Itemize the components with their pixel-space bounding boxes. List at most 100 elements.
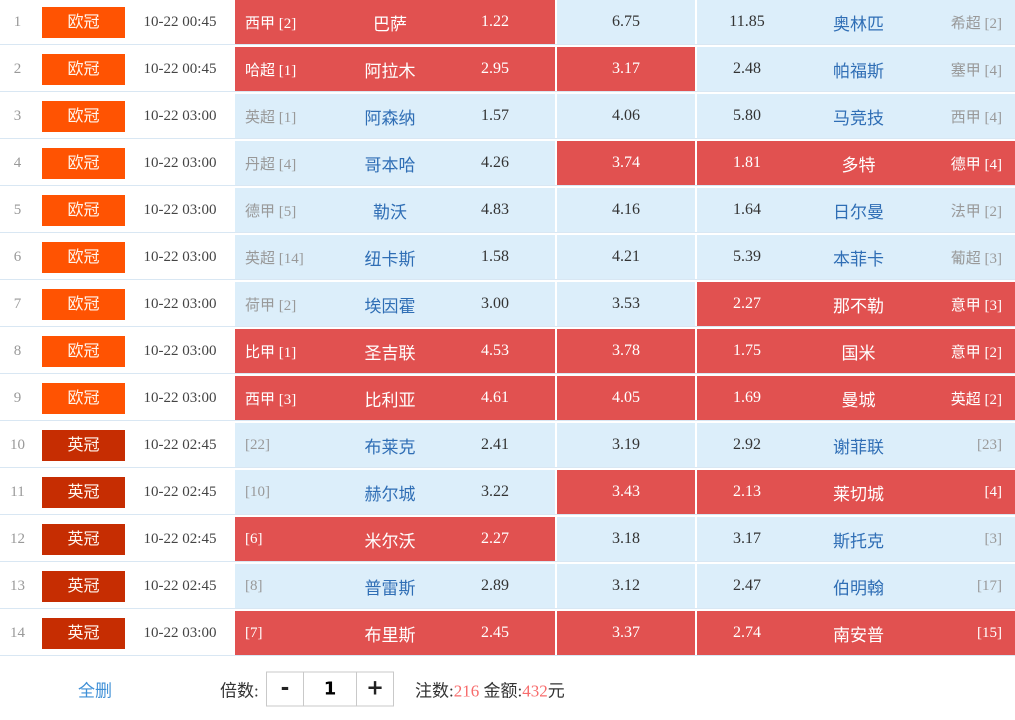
league-badge: 欧冠 [42, 241, 125, 273]
away-win-odds: 1.64 [733, 201, 761, 218]
league-badge: 欧冠 [42, 288, 125, 320]
away-bet-cell[interactable]: 2.27 那不勒 意甲 [3] [697, 282, 1015, 326]
home-bet-cell[interactable]: 荷甲 [2] 埃因霍 3.00 [235, 282, 555, 326]
draw-bet-cell[interactable]: 3.12 [557, 564, 695, 608]
home-bet-cell[interactable]: [8] 普雷斯 2.89 [235, 564, 555, 608]
away-team-name: 伯明翰 [833, 578, 884, 598]
match-row: 14 英冠 10-22 03:00 [7] 布里斯 2.45 3.37 2.74… [0, 611, 1015, 656]
draw-bet-cell[interactable]: 3.53 [557, 282, 695, 326]
match-time: 10-22 03:00 [143, 248, 217, 265]
amount-value: 432 [522, 681, 548, 700]
home-league-rank: 西甲 [3] [245, 391, 297, 408]
row-number: 9 [13, 389, 22, 406]
away-league-rank: 西甲 [4] [950, 109, 1002, 126]
match-row: 13 英冠 10-22 02:45 [8] 普雷斯 2.89 3.12 2.47… [0, 564, 1015, 609]
match-row: 6 欧冠 10-22 03:00 英超 [14] 纽卡斯 1.58 4.21 5… [0, 235, 1015, 280]
home-team-name: 勒沃 [373, 202, 407, 222]
home-bet-cell[interactable]: 英超 [14] 纽卡斯 1.58 [235, 235, 555, 279]
home-team-name: 布里斯 [364, 625, 416, 645]
draw-bet-cell[interactable]: 4.05 [557, 376, 695, 420]
away-bet-cell[interactable]: 1.81 多特 德甲 [4] [697, 141, 1015, 185]
home-league-rank: [8] [245, 577, 263, 594]
match-time: 10-22 03:00 [143, 201, 217, 218]
away-team-name: 莱切城 [833, 484, 884, 504]
draw-bet-cell[interactable]: 3.19 [557, 423, 695, 467]
draw-bet-cell[interactable]: 4.16 [557, 188, 695, 232]
draw-bet-cell[interactable]: 3.43 [557, 470, 695, 514]
home-bet-cell[interactable]: [7] 布里斯 2.45 [235, 611, 555, 655]
draw-odds: 3.53 [612, 295, 640, 312]
home-league-rank: 比甲 [1] [245, 344, 297, 361]
away-bet-cell[interactable]: 1.64 日尔曼 法甲 [2] [697, 188, 1015, 232]
home-team-name: 圣吉联 [364, 343, 416, 363]
home-win-odds: 4.53 [481, 342, 509, 359]
row-number: 11 [10, 483, 25, 500]
away-bet-cell[interactable]: 2.48 帕福斯 塞甲 [4] [697, 47, 1015, 91]
match-row: 5 欧冠 10-22 03:00 德甲 [5] 勒沃 4.83 4.16 1.6… [0, 188, 1015, 233]
home-team-name: 巴萨 [373, 14, 407, 34]
draw-bet-cell[interactable]: 3.18 [557, 517, 695, 561]
match-row: 11 英冠 10-22 02:45 [10] 赫尔城 3.22 3.43 2.1… [0, 470, 1015, 515]
away-bet-cell[interactable]: 11.85 奥林匹 希超 [2] [697, 0, 1015, 44]
draw-bet-cell[interactable]: 3.78 [557, 329, 695, 373]
home-team-name: 阿森纳 [364, 108, 416, 128]
home-win-odds: 4.61 [481, 389, 509, 406]
home-bet-cell[interactable]: 丹超 [4] 哥本哈 4.26 [235, 141, 555, 185]
multiplier-label: 倍数: [220, 681, 259, 700]
draw-bet-cell[interactable]: 6.75 [557, 0, 695, 44]
away-win-odds: 2.92 [733, 436, 761, 453]
draw-bet-cell[interactable]: 4.21 [557, 235, 695, 279]
league-badge: 欧冠 [42, 6, 125, 38]
home-win-odds: 3.00 [481, 295, 509, 312]
row-number: 13 [10, 577, 25, 594]
away-league-rank: 意甲 [3] [950, 297, 1002, 314]
away-win-odds: 2.74 [733, 624, 761, 641]
draw-bet-cell[interactable]: 3.17 [557, 47, 695, 91]
bet-stats: 注数:216 金额:432元 [415, 676, 565, 701]
match-table: 1 欧冠 10-22 00:45 西甲 [2] 巴萨 1.22 6.75 11.… [0, 0, 1015, 656]
away-league-rank: 意甲 [2] [950, 344, 1002, 361]
away-bet-cell[interactable]: 5.39 本菲卡 葡超 [3] [697, 235, 1015, 279]
home-bet-cell[interactable]: 哈超 [1] 阿拉木 2.95 [235, 47, 555, 91]
plus-icon[interactable]: + [366, 675, 384, 699]
away-league-rank: [15] [977, 624, 1002, 641]
draw-odds: 4.16 [612, 201, 640, 218]
match-time: 10-22 02:45 [143, 436, 217, 453]
home-bet-cell[interactable]: 西甲 [2] 巴萨 1.22 [235, 0, 555, 44]
draw-odds: 3.19 [612, 436, 640, 453]
draw-odds: 3.12 [612, 577, 640, 594]
home-bet-cell[interactable]: 比甲 [1] 圣吉联 4.53 [235, 329, 555, 373]
home-bet-cell[interactable]: [10] 赫尔城 3.22 [235, 470, 555, 514]
minus-icon[interactable]: - [280, 675, 290, 699]
away-team-name: 南安普 [833, 625, 884, 645]
bets-count-label: 注数: [415, 681, 454, 700]
home-bet-cell[interactable]: [6] 米尔沃 2.27 [235, 517, 555, 561]
match-time: 10-22 03:00 [143, 342, 217, 359]
away-win-odds: 11.85 [729, 13, 765, 30]
away-bet-cell[interactable]: 2.47 伯明翰 [17] [697, 564, 1015, 608]
match-time: 10-22 00:45 [143, 13, 217, 30]
home-bet-cell[interactable]: 英超 [1] 阿森纳 1.57 [235, 94, 555, 138]
home-team-name: 阿拉木 [364, 61, 416, 81]
home-win-odds: 1.22 [481, 13, 509, 30]
draw-bet-cell[interactable]: 3.74 [557, 141, 695, 185]
match-row: 10 英冠 10-22 02:45 [22] 布莱克 2.41 3.19 2.9… [0, 423, 1015, 468]
draw-bet-cell[interactable]: 3.37 [557, 611, 695, 655]
home-bet-cell[interactable]: 德甲 [5] 勒沃 4.83 [235, 188, 555, 232]
league-badge: 英冠 [42, 476, 125, 508]
league-badge: 英冠 [42, 429, 125, 461]
home-bet-cell[interactable]: [22] 布莱克 2.41 [235, 423, 555, 467]
away-bet-cell[interactable]: 2.74 南安普 [15] [697, 611, 1015, 655]
draw-bet-cell[interactable]: 4.06 [557, 94, 695, 138]
match-row: 12 英冠 10-22 02:45 [6] 米尔沃 2.27 3.18 3.17… [0, 517, 1015, 562]
away-bet-cell[interactable]: 2.92 谢菲联 [23] [697, 423, 1015, 467]
league-badge: 欧冠 [42, 147, 125, 179]
away-bet-cell[interactable]: 3.17 斯托克 [3] [697, 517, 1015, 561]
home-bet-cell[interactable]: 西甲 [3] 比利亚 4.61 [235, 376, 555, 420]
away-bet-cell[interactable]: 2.13 莱切城 [4] [697, 470, 1015, 514]
away-bet-cell[interactable]: 5.80 马竞技 西甲 [4] [697, 94, 1015, 138]
multiplier-value[interactable]: 1 [303, 672, 357, 705]
away-bet-cell[interactable]: 1.69 曼城 英超 [2] [697, 376, 1015, 420]
away-bet-cell[interactable]: 1.75 国米 意甲 [2] [697, 329, 1015, 373]
delete-all-link[interactable]: 全删 [78, 681, 112, 700]
